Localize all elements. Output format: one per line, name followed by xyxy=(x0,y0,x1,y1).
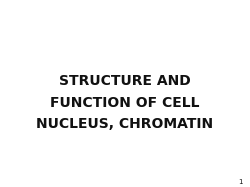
Text: NUCLEUS, CHROMATIN: NUCLEUS, CHROMATIN xyxy=(36,117,214,131)
Text: STRUCTURE AND: STRUCTURE AND xyxy=(59,74,191,88)
Text: FUNCTION OF CELL: FUNCTION OF CELL xyxy=(50,96,200,110)
Text: 1: 1 xyxy=(238,179,242,185)
